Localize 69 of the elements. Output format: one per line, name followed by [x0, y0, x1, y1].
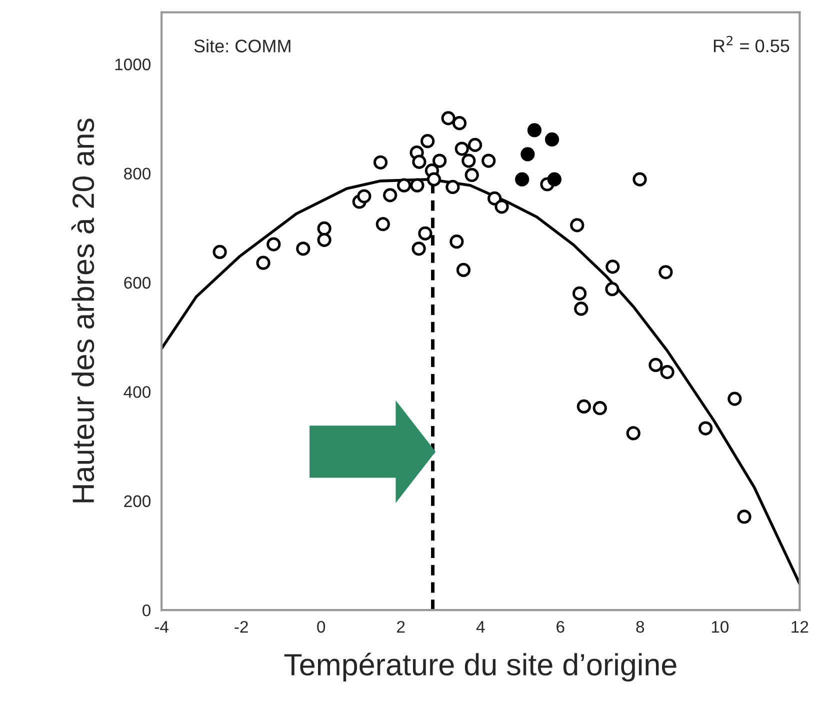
x-tick-label: 4: [476, 621, 485, 633]
point: [454, 142, 469, 156]
y-axis-title: Hauteur des arbres à 20 ans: [71, 118, 94, 502]
point: [626, 426, 640, 440]
point: [450, 234, 464, 249]
y-tick-label: 1000: [115, 58, 151, 70]
y-tick-label: 0: [142, 604, 150, 616]
point: [515, 172, 530, 186]
point: [452, 116, 467, 130]
point: [376, 217, 390, 232]
x-axis-title: Température du site d’origine: [284, 652, 676, 682]
point: [547, 172, 562, 186]
x-tick-label: 0: [317, 620, 326, 633]
point: [373, 155, 388, 170]
point: [698, 421, 713, 436]
point: [648, 358, 663, 372]
point: [266, 237, 281, 252]
point: [728, 392, 742, 406]
x-tick-label: 6: [556, 620, 564, 633]
point: [418, 226, 432, 240]
point: [317, 232, 332, 247]
point: [420, 134, 435, 148]
point: [494, 200, 509, 214]
point: [737, 510, 752, 524]
annotation: Site: COMM: [194, 39, 290, 52]
point: [488, 191, 502, 206]
point: [212, 244, 227, 260]
point: [296, 242, 310, 256]
y-tick-label: 200: [124, 495, 150, 508]
x-tick-label: 12: [792, 620, 808, 633]
point: [441, 111, 456, 126]
point: [576, 399, 591, 414]
point: [446, 180, 460, 194]
point: [527, 123, 542, 138]
point: [462, 154, 476, 168]
x-tick-label: -4: [154, 621, 168, 633]
x-tick-label: 10: [712, 620, 729, 633]
x-tick-label: -2: [234, 620, 248, 633]
x-tick-label: 2: [397, 620, 405, 633]
point: [426, 172, 442, 186]
point: [410, 178, 424, 192]
point: [357, 189, 372, 204]
point: [256, 256, 270, 270]
x-tick-label: 8: [636, 620, 644, 633]
y-tick-label: 600: [124, 276, 150, 289]
point: [432, 154, 447, 168]
point: [572, 286, 587, 300]
point: [605, 282, 620, 296]
point: [396, 178, 412, 192]
point: [412, 242, 426, 256]
point: [520, 147, 535, 162]
point: [660, 364, 674, 380]
point: [606, 260, 620, 274]
point: [383, 188, 398, 202]
point: [317, 221, 332, 236]
point: [482, 154, 496, 168]
point: [570, 218, 584, 232]
point: [464, 168, 479, 182]
point: [658, 265, 673, 280]
point: [574, 302, 588, 316]
point: [456, 262, 471, 278]
point: [632, 172, 647, 186]
annotation: R$^{2}$ = 0.55: [714, 36, 790, 52]
y-tick-label: 400: [124, 386, 150, 398]
point: [592, 401, 607, 416]
point: [544, 132, 560, 147]
y-tick-label: 800: [124, 168, 150, 180]
point: [412, 154, 426, 169]
point: [468, 138, 482, 152]
